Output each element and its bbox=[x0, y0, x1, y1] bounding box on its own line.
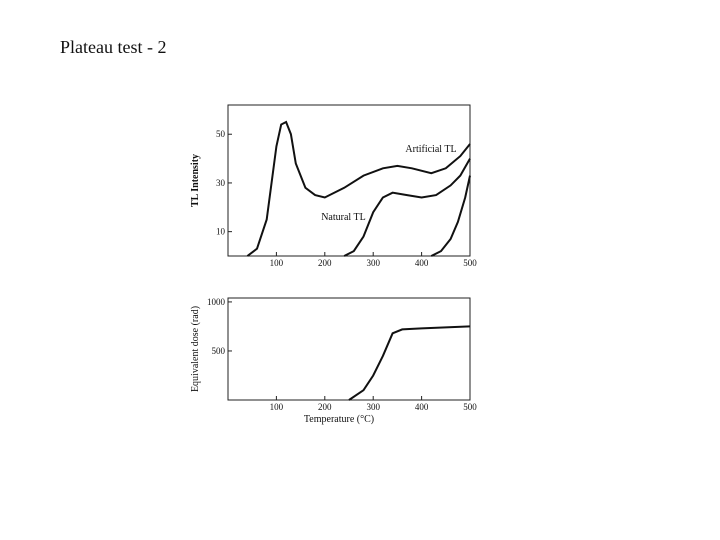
y-axis-label: TL Intensity bbox=[190, 154, 201, 207]
data-line bbox=[430, 175, 471, 257]
y-axis-label: Equivalent dose (rad) bbox=[190, 306, 201, 392]
y-tick-label: 30 bbox=[216, 178, 226, 188]
x-tick-label: 400 bbox=[415, 402, 429, 412]
x-tick-label: 500 bbox=[463, 258, 477, 268]
x-tick-label: 200 bbox=[318, 258, 332, 268]
slide-title: Plateau test - 2 bbox=[60, 37, 166, 57]
y-tick-label: 500 bbox=[212, 346, 226, 356]
x-tick-label: 100 bbox=[270, 402, 284, 412]
y-tick-label: 50 bbox=[216, 129, 226, 139]
x-tick-label: 500 bbox=[463, 402, 477, 412]
y-tick-label: 10 bbox=[216, 227, 226, 237]
data-line bbox=[343, 158, 471, 257]
plot-frame bbox=[227, 104, 471, 257]
x-tick-label: 400 bbox=[415, 258, 429, 268]
x-axis-label: Temperature (°C) bbox=[304, 414, 374, 425]
y-tick-label: 1000 bbox=[207, 297, 226, 307]
data-line bbox=[348, 325, 471, 401]
plot-frame bbox=[227, 297, 471, 401]
x-tick-label: 300 bbox=[366, 258, 380, 268]
x-tick-label: 300 bbox=[366, 402, 380, 412]
x-tick-label: 100 bbox=[270, 258, 284, 268]
series-label: Natural TL bbox=[321, 212, 366, 223]
x-tick-label: 200 bbox=[318, 402, 332, 412]
series-label: Artificial TL bbox=[405, 144, 456, 155]
data-line bbox=[246, 120, 471, 257]
